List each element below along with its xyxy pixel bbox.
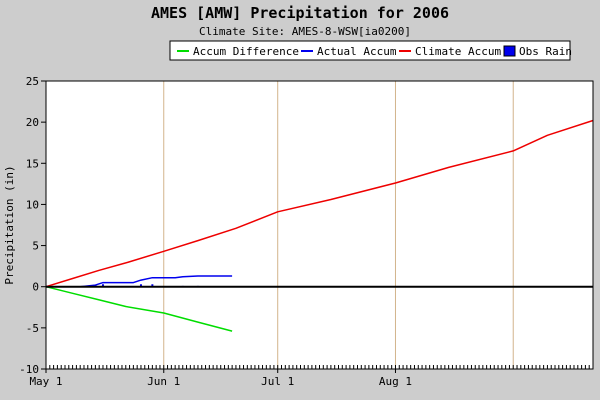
series-lines <box>45 119 594 332</box>
legend-label-accum-difference: Accum Difference <box>193 45 299 58</box>
vertical-gridlines <box>163 81 514 369</box>
obs-rain-bar <box>139 284 142 287</box>
x-tick-label: Jun 1 <box>147 375 180 388</box>
legend-swatch-obs-rain <box>503 45 516 57</box>
obs-rain-bar <box>101 284 104 287</box>
x-tick-label: May 1 <box>29 375 62 388</box>
chart-subtitle: Climate Site: AMES-8-WSW[ia0200] <box>199 25 411 38</box>
legend-label-actual-accum: Actual Accum <box>317 45 397 58</box>
legend-label-obs-rain: Obs Rain <box>519 45 572 58</box>
y-axis: -10 -5 0 5 10 15 20 25 <box>19 75 594 376</box>
legend: Accum Difference Actual Accum Climate Accu… <box>169 40 572 61</box>
series-line-climate-accum <box>45 119 594 288</box>
legend-box <box>169 40 571 61</box>
x-tick-label: Aug 1 <box>379 375 412 388</box>
y-tick-label: 10 <box>26 198 39 211</box>
chart-title: AMES [AMW] Precipitation for 2006 <box>151 4 449 22</box>
y-tick-label: -10 <box>19 363 39 376</box>
y-tick-label: 15 <box>26 157 39 170</box>
y-axis-label: Precipitation (in) <box>3 165 16 284</box>
plot-area <box>46 81 593 369</box>
y-tick-label: -5 <box>26 322 39 335</box>
y-tick-label: 20 <box>26 116 39 129</box>
y-tick-label: 5 <box>32 240 39 253</box>
x-axis: May 1 Jun 1 Jul 1 Aug 1 <box>29 365 594 388</box>
legend-label-climate-accum: Climate Accum <box>415 45 501 58</box>
x-tick-label: Jul 1 <box>261 375 294 388</box>
series-line-actual-accum <box>46 275 233 288</box>
obs-rain-bar <box>151 284 154 287</box>
y-tick-label: 0 <box>32 281 39 294</box>
y-tick-label: 25 <box>26 75 39 88</box>
series-line-accum-difference <box>45 285 233 332</box>
